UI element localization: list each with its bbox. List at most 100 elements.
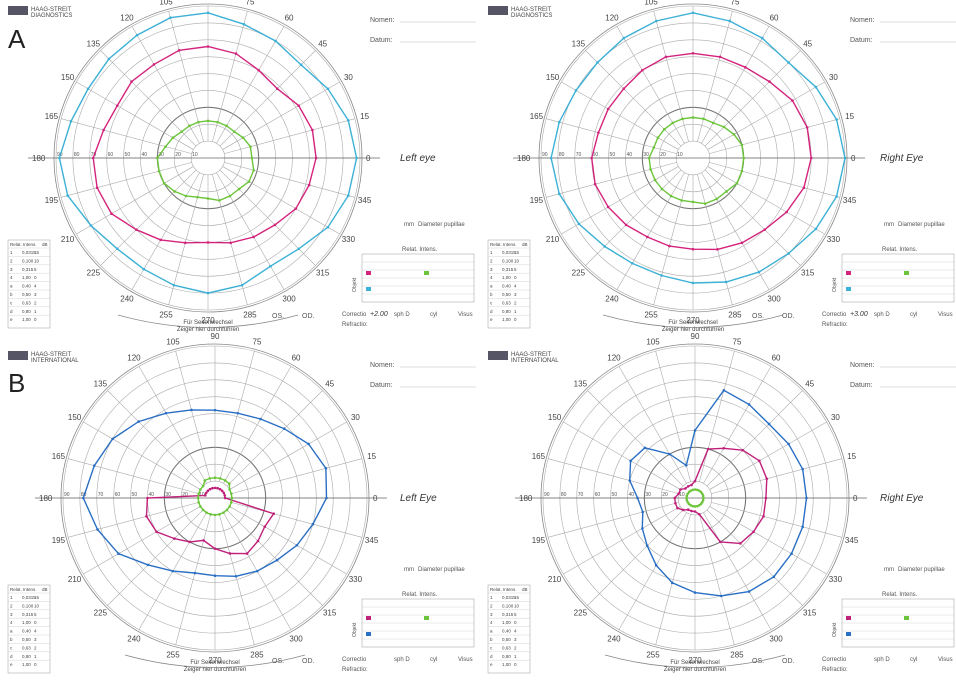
intens-cell: 4 <box>34 629 37 634</box>
intens-cell: 1 <box>34 309 37 314</box>
diameter-label: Diameter pupillae <box>898 222 945 228</box>
isopter-point <box>735 182 739 185</box>
isopter-point <box>274 39 277 43</box>
isopter-point <box>656 136 660 140</box>
logo-line2: INTERNATIONAL <box>511 358 559 364</box>
isopter-point <box>95 186 99 190</box>
isopter-point <box>130 80 133 83</box>
isopter-point <box>686 484 690 488</box>
isopter-point <box>629 459 632 463</box>
isopter-point <box>643 446 647 450</box>
side-change-arrow <box>602 314 784 328</box>
isopter-point <box>311 128 314 132</box>
intens-cell: b <box>10 637 13 642</box>
isopter-point <box>654 563 658 567</box>
grid-spoke <box>226 390 323 487</box>
isopter-point <box>172 283 176 287</box>
radial-label: 50 <box>125 152 131 158</box>
intens-cell: 0,50 <box>502 292 511 297</box>
grid-spoke <box>83 506 201 575</box>
intens-cell: b <box>490 292 493 297</box>
isopter-point <box>142 267 146 271</box>
isopter-point <box>213 476 217 480</box>
isopter-point <box>232 130 236 134</box>
isopter-point <box>843 156 847 160</box>
intens-cell: c <box>10 300 13 305</box>
grid-spoke <box>107 509 204 606</box>
radial-label: 10 <box>679 492 685 498</box>
isopter-point <box>593 182 597 186</box>
intens-table <box>487 584 531 674</box>
isopter-point <box>681 117 684 121</box>
datum-label: Datum: <box>850 382 873 389</box>
isopter-point <box>146 563 150 567</box>
isopter-point <box>355 156 358 160</box>
isopter-point <box>135 33 139 37</box>
isopter-point <box>740 241 744 245</box>
intens-cell: 1,00 <box>502 620 511 625</box>
grid-spoke <box>61 118 192 154</box>
isopter-point <box>809 156 813 160</box>
angle-label: 45 <box>325 379 334 388</box>
angle-label: 300 <box>767 294 781 303</box>
isopter-point <box>765 477 769 481</box>
angle-label: 300 <box>289 634 303 643</box>
isopter-point <box>691 247 695 251</box>
isopter-point <box>218 199 221 202</box>
isopter-point <box>691 281 695 285</box>
legend-swatch-middle <box>846 616 851 620</box>
intens-header-db: dB <box>522 242 528 247</box>
isopter-point <box>697 489 701 492</box>
angle-label: 315 <box>323 609 337 618</box>
isopter-point <box>206 489 210 493</box>
isopter-point <box>676 506 679 510</box>
angle-label: 285 <box>250 651 264 660</box>
intens-cell: 4 <box>514 629 517 634</box>
isopter-point <box>326 87 330 91</box>
angle-label-0: 0 <box>853 494 858 503</box>
isopter-point <box>654 19 658 23</box>
isopter-point <box>716 248 719 251</box>
intens-cell: 10 <box>514 258 520 263</box>
isopter-point <box>693 479 697 483</box>
eye-label: Right Eye <box>880 493 924 504</box>
radial-label: 30 <box>643 152 649 158</box>
angle-label-180: 180 <box>39 494 53 503</box>
isopter-point <box>81 496 85 500</box>
side-change-line2: Zeiger hier durchführen <box>662 327 724 333</box>
intens-cell: 3 <box>10 267 13 272</box>
isopter-point <box>177 49 181 52</box>
angle-label: 90 <box>211 332 220 341</box>
grid-spoke <box>212 11 248 142</box>
isopter-point <box>146 496 149 500</box>
cyl-label: cyl <box>430 312 437 318</box>
isopter-point <box>741 448 745 452</box>
isopter-point <box>693 429 697 432</box>
angle-label: 135 <box>87 39 101 48</box>
isopter-point <box>230 496 234 500</box>
isopter-point <box>211 486 214 490</box>
intens-cell: 0,63 <box>502 645 511 650</box>
isopter-point <box>719 594 723 598</box>
angle-label: 60 <box>292 354 301 363</box>
grid-spoke <box>653 11 689 142</box>
grid-spoke <box>587 509 684 606</box>
isopter-point <box>763 228 766 231</box>
isopter-point <box>247 180 251 183</box>
grid-spoke <box>107 390 204 487</box>
isopter-point <box>196 496 200 500</box>
isopter-point <box>229 241 233 245</box>
isopter-point <box>693 591 697 594</box>
grid-spoke <box>216 172 285 290</box>
isopter-point <box>164 145 167 148</box>
isopter-point <box>725 190 728 193</box>
isopter-point <box>92 464 96 467</box>
isopter-point <box>606 205 610 209</box>
intens-cell: a <box>10 284 13 289</box>
isopter-point <box>719 540 722 544</box>
isopter-point <box>724 280 728 284</box>
grid-spoke <box>585 50 682 147</box>
angle-label: 75 <box>733 337 742 346</box>
intens-cell: 0,80 <box>22 654 31 659</box>
